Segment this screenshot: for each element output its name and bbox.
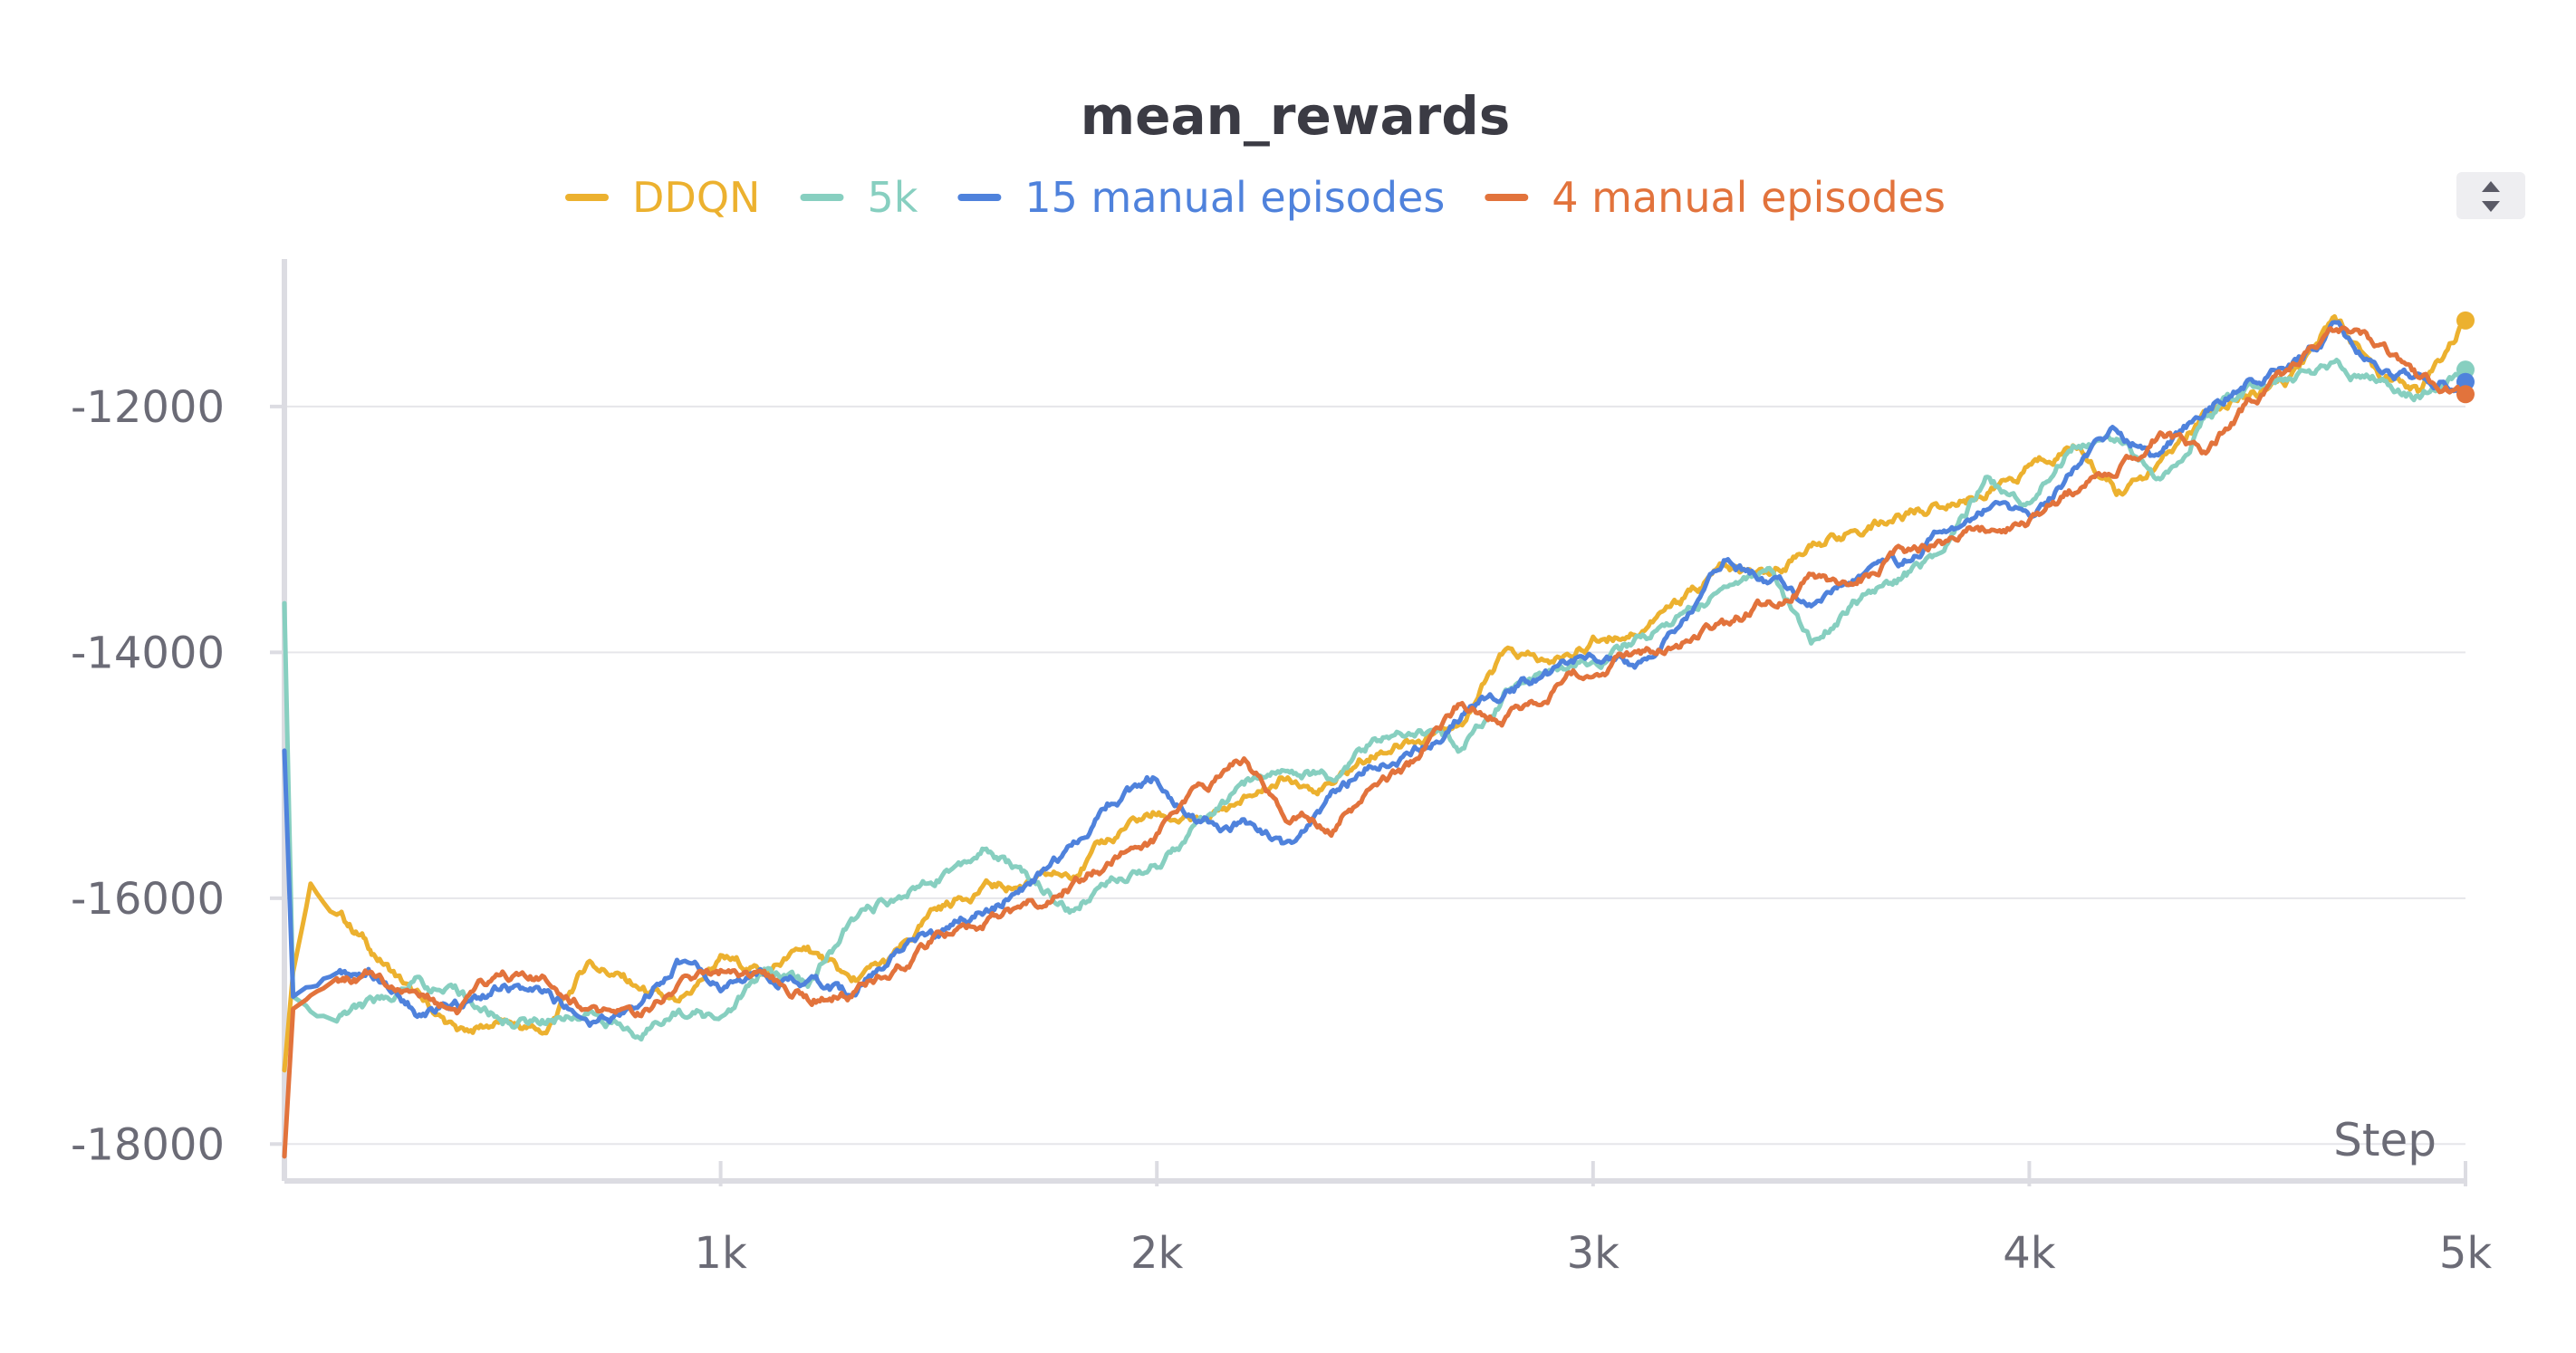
series-line-15-manual-episodes <box>282 320 2468 1028</box>
sort-arrows-icon <box>2482 181 2500 212</box>
legend-item[interactable]: 4 manual episodes <box>1485 173 1946 222</box>
x-tick-label: 1k <box>694 1228 747 1279</box>
x-axis-title: Step <box>2333 1114 2437 1166</box>
y-tick-label: -12000 <box>71 382 225 433</box>
y-axis-ticks: -18000 -16000 -14000 -12000 <box>71 382 284 1170</box>
x-tick-label: 2k <box>1130 1228 1184 1279</box>
legend-item[interactable]: 15 manual episodes <box>957 173 1445 222</box>
series-end-point <box>2456 385 2475 404</box>
series-lines <box>282 311 2475 1159</box>
legend-label: 4 manual episodes <box>1552 173 1946 222</box>
legend: DDQN 5k 15 manual episodes 4 manual episode… <box>565 173 1946 222</box>
axes <box>282 259 2465 1184</box>
legend-label: DDQN <box>632 173 760 222</box>
series-end-point <box>2456 311 2475 330</box>
series-line-ddqn <box>282 313 2468 1073</box>
legend-item[interactable]: DDQN <box>565 173 760 222</box>
y-tick-label: -14000 <box>71 628 225 678</box>
y-tick-label: -18000 <box>71 1119 225 1170</box>
x-axis-ticks: 1k 2k 3k 4k 5k <box>694 1161 2492 1279</box>
legend-label: 15 manual episodes <box>1024 173 1445 222</box>
grid <box>284 405 2465 1146</box>
legend-scroll-button[interactable] <box>2456 172 2525 219</box>
chart-title: mean_rewards <box>1081 85 1511 147</box>
legend-item[interactable]: 5k <box>800 173 918 222</box>
x-tick-label: 5k <box>2439 1228 2493 1279</box>
x-tick-label: 4k <box>2003 1228 2056 1279</box>
series-line-4-manual-episodes <box>282 325 2468 1159</box>
legend-label: 5k <box>867 173 918 222</box>
x-tick-label: 3k <box>1567 1228 1620 1279</box>
y-tick-label: -16000 <box>71 874 225 925</box>
